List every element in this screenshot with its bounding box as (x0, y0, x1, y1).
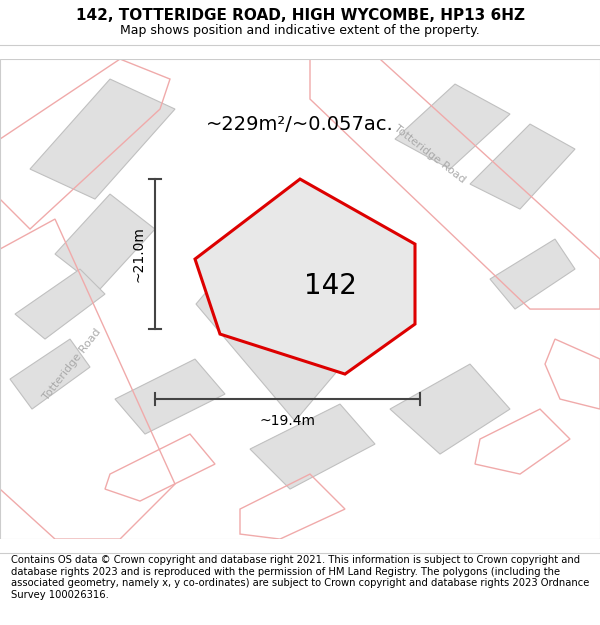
Polygon shape (195, 179, 415, 374)
Polygon shape (15, 269, 105, 339)
Polygon shape (395, 84, 510, 169)
Polygon shape (490, 239, 575, 309)
Polygon shape (10, 339, 90, 409)
Text: Map shows position and indicative extent of the property.: Map shows position and indicative extent… (120, 24, 480, 37)
Polygon shape (115, 359, 225, 434)
Text: Totteridge Road: Totteridge Road (41, 326, 103, 402)
Text: 142, TOTTERIDGE ROAD, HIGH WYCOMBE, HP13 6HZ: 142, TOTTERIDGE ROAD, HIGH WYCOMBE, HP13… (76, 8, 524, 23)
Text: ~229m²/~0.057ac.: ~229m²/~0.057ac. (206, 114, 394, 134)
Polygon shape (470, 124, 575, 209)
Polygon shape (250, 404, 375, 489)
Polygon shape (390, 364, 510, 454)
Text: Totteridge Road: Totteridge Road (392, 123, 467, 185)
Text: 142: 142 (304, 272, 356, 300)
Polygon shape (30, 79, 175, 199)
Text: ~19.4m: ~19.4m (260, 414, 316, 428)
Text: Contains OS data © Crown copyright and database right 2021. This information is : Contains OS data © Crown copyright and d… (11, 555, 589, 600)
Polygon shape (196, 187, 394, 421)
Polygon shape (55, 194, 155, 289)
Text: ~21.0m: ~21.0m (131, 226, 145, 282)
